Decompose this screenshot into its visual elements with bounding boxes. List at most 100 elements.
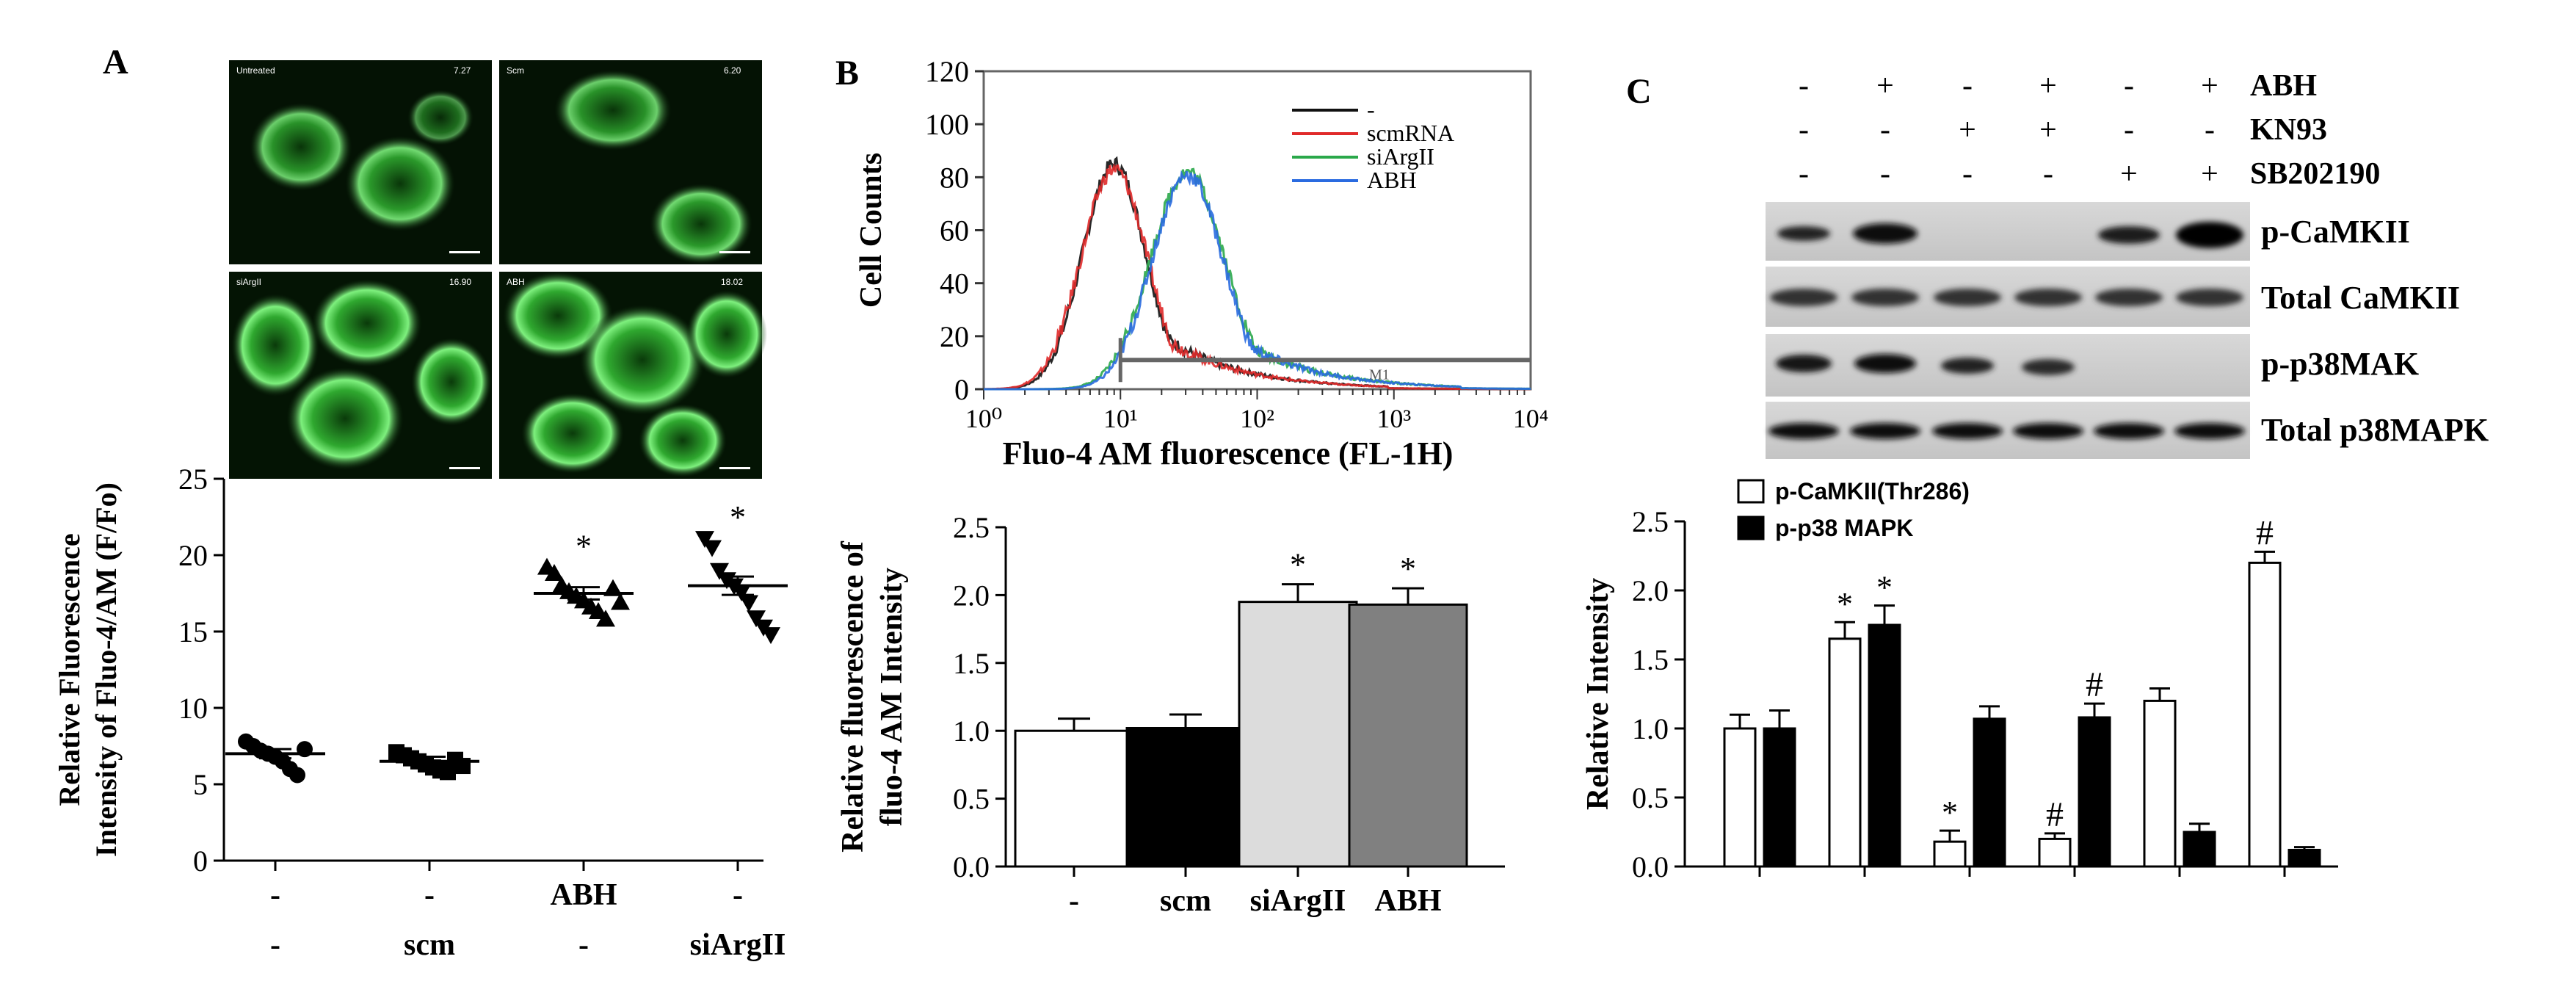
y-tick-label: 0.0 [1632, 850, 1669, 883]
significance-mark: * [1290, 547, 1306, 583]
y-tick-label: 120 [925, 55, 969, 88]
y-tick-label: 0 [954, 373, 969, 406]
bar [2078, 716, 2111, 868]
x-label-row2: siArgII [690, 928, 786, 962]
x-label-row2: scm [404, 928, 455, 962]
treatment-sign: + [2201, 157, 2218, 191]
chart-c-bar: - + - + - + ABH - - + + - - KN93 - - - - + + SB202190 p-CaMKI… [1581, 69, 2489, 883]
x-tick-label: ABH [1374, 884, 1441, 918]
data-point [611, 593, 630, 610]
y-tick-label: 5 [193, 768, 208, 801]
legend-label: p-CaMKII(Thr286) [1775, 478, 1970, 504]
y-tick-label: 20 [178, 539, 208, 572]
treatment-sign: - [1880, 113, 1890, 147]
data-point [545, 563, 564, 581]
x-tick-label: - [1069, 884, 1079, 918]
treatment-sign: + [2039, 69, 2057, 103]
y-tick-label: 0.5 [953, 783, 990, 816]
y-tick-label: 20 [940, 320, 969, 353]
data-point [289, 767, 305, 784]
blot-label: Total p38MAPK [2261, 412, 2489, 448]
x-tick-label: 10⁴ [1513, 404, 1549, 433]
treatment-sign: - [1799, 69, 1809, 103]
treatment-sign: - [1799, 113, 1809, 147]
bar [2183, 831, 2216, 868]
panel-a-letter: A [103, 43, 128, 82]
micrograph-label: ABH [507, 277, 525, 287]
legend-label: scmRNA [1367, 120, 1454, 146]
histogram-line [984, 156, 1531, 391]
y-tick-label: 40 [940, 267, 969, 300]
significance-mark: * [1400, 551, 1416, 587]
treatment-sign: + [2039, 113, 2057, 147]
bar [1014, 729, 1134, 868]
y-tick-label: 25 [178, 463, 208, 496]
y-tick-label: 1.5 [953, 647, 990, 680]
y-axis-label: fluo-4 AM Intensity [875, 568, 909, 826]
x-label-row2: - [578, 928, 589, 962]
x-label-row2: - [270, 928, 280, 962]
treatment-sign: - [2124, 69, 2134, 103]
bar [1828, 637, 1862, 868]
gate-label: M1 [1369, 366, 1390, 383]
y-axis-label: Relative fluorescence of [836, 540, 870, 853]
data-point [440, 764, 456, 781]
plot-frame [982, 70, 1532, 391]
data-point [703, 540, 722, 557]
micrograph-value: 6.20 [724, 65, 741, 76]
x-tick-label: 10³ [1376, 404, 1411, 433]
y-tick-label: 15 [178, 615, 208, 648]
bar [1125, 727, 1246, 868]
y-tick-label: 0 [193, 844, 208, 878]
legend-label: siArgII [1367, 143, 1434, 170]
bar [2248, 561, 2282, 868]
micrograph-scm: Scm 6.20 [499, 60, 762, 264]
data-point [596, 609, 615, 627]
significance-mark: # [2046, 795, 2064, 834]
treatment-name: ABH [2250, 69, 2317, 103]
histogram-line [984, 162, 1531, 391]
data-point [739, 595, 758, 612]
histogram-line [984, 170, 1531, 391]
legend-label: p-p38 MAPK [1775, 515, 1913, 541]
significance-mark: * [576, 529, 592, 565]
treatment-sign: + [2120, 157, 2138, 191]
x-label-row1: - [424, 878, 435, 912]
x-tick-label: 10⁰ [965, 404, 1002, 433]
data-point [747, 610, 766, 628]
significance-mark: * [1837, 586, 1853, 622]
x-label-row1: - [733, 878, 743, 912]
micrograph-label: Untreated [236, 65, 275, 76]
x-label-row1: - [270, 878, 280, 912]
significance-mark: * [1876, 570, 1893, 606]
significance-mark: * [730, 499, 746, 535]
treatment-sign: - [1799, 157, 1809, 191]
data-point [695, 531, 714, 549]
treatment-sign: + [2201, 69, 2218, 103]
bar [1868, 623, 1901, 868]
y-tick-label: 60 [940, 214, 969, 247]
treatment-sign: - [1962, 69, 1973, 103]
treatment-sign: + [1876, 69, 1894, 103]
micrograph-value: 16.90 [449, 277, 471, 287]
treatment-sign: - [1962, 157, 1973, 191]
treatment-sign: - [1880, 157, 1890, 191]
micrograph-value: 7.27 [454, 65, 471, 76]
y-tick-label: 10 [178, 692, 208, 725]
y-tick-label: 2.5 [953, 511, 990, 544]
treatment-sign: - [2124, 113, 2134, 147]
data-point [761, 627, 780, 645]
y-tick-label: 1.5 [1632, 643, 1669, 676]
y-axis-label: Relative Intensity [1581, 578, 1615, 810]
western-blot [1766, 202, 2250, 459]
y-tick-label: 2.0 [1632, 574, 1669, 607]
data-point [710, 562, 729, 580]
treatment-sign: - [2043, 157, 2053, 191]
x-tick-label: siArgII [1250, 884, 1346, 918]
y-axis-label: Relative Fluorescence [53, 533, 86, 806]
blot-label: p-p38MAK [2261, 346, 2419, 382]
bar [2287, 848, 2321, 868]
legend-label: - [1367, 96, 1375, 123]
micrograph-label: Scm [507, 65, 524, 76]
chart-b-bar: 0.0 0.5 1.0 1.5 2.0 2.5 Relative fluorescence … [836, 511, 1505, 918]
